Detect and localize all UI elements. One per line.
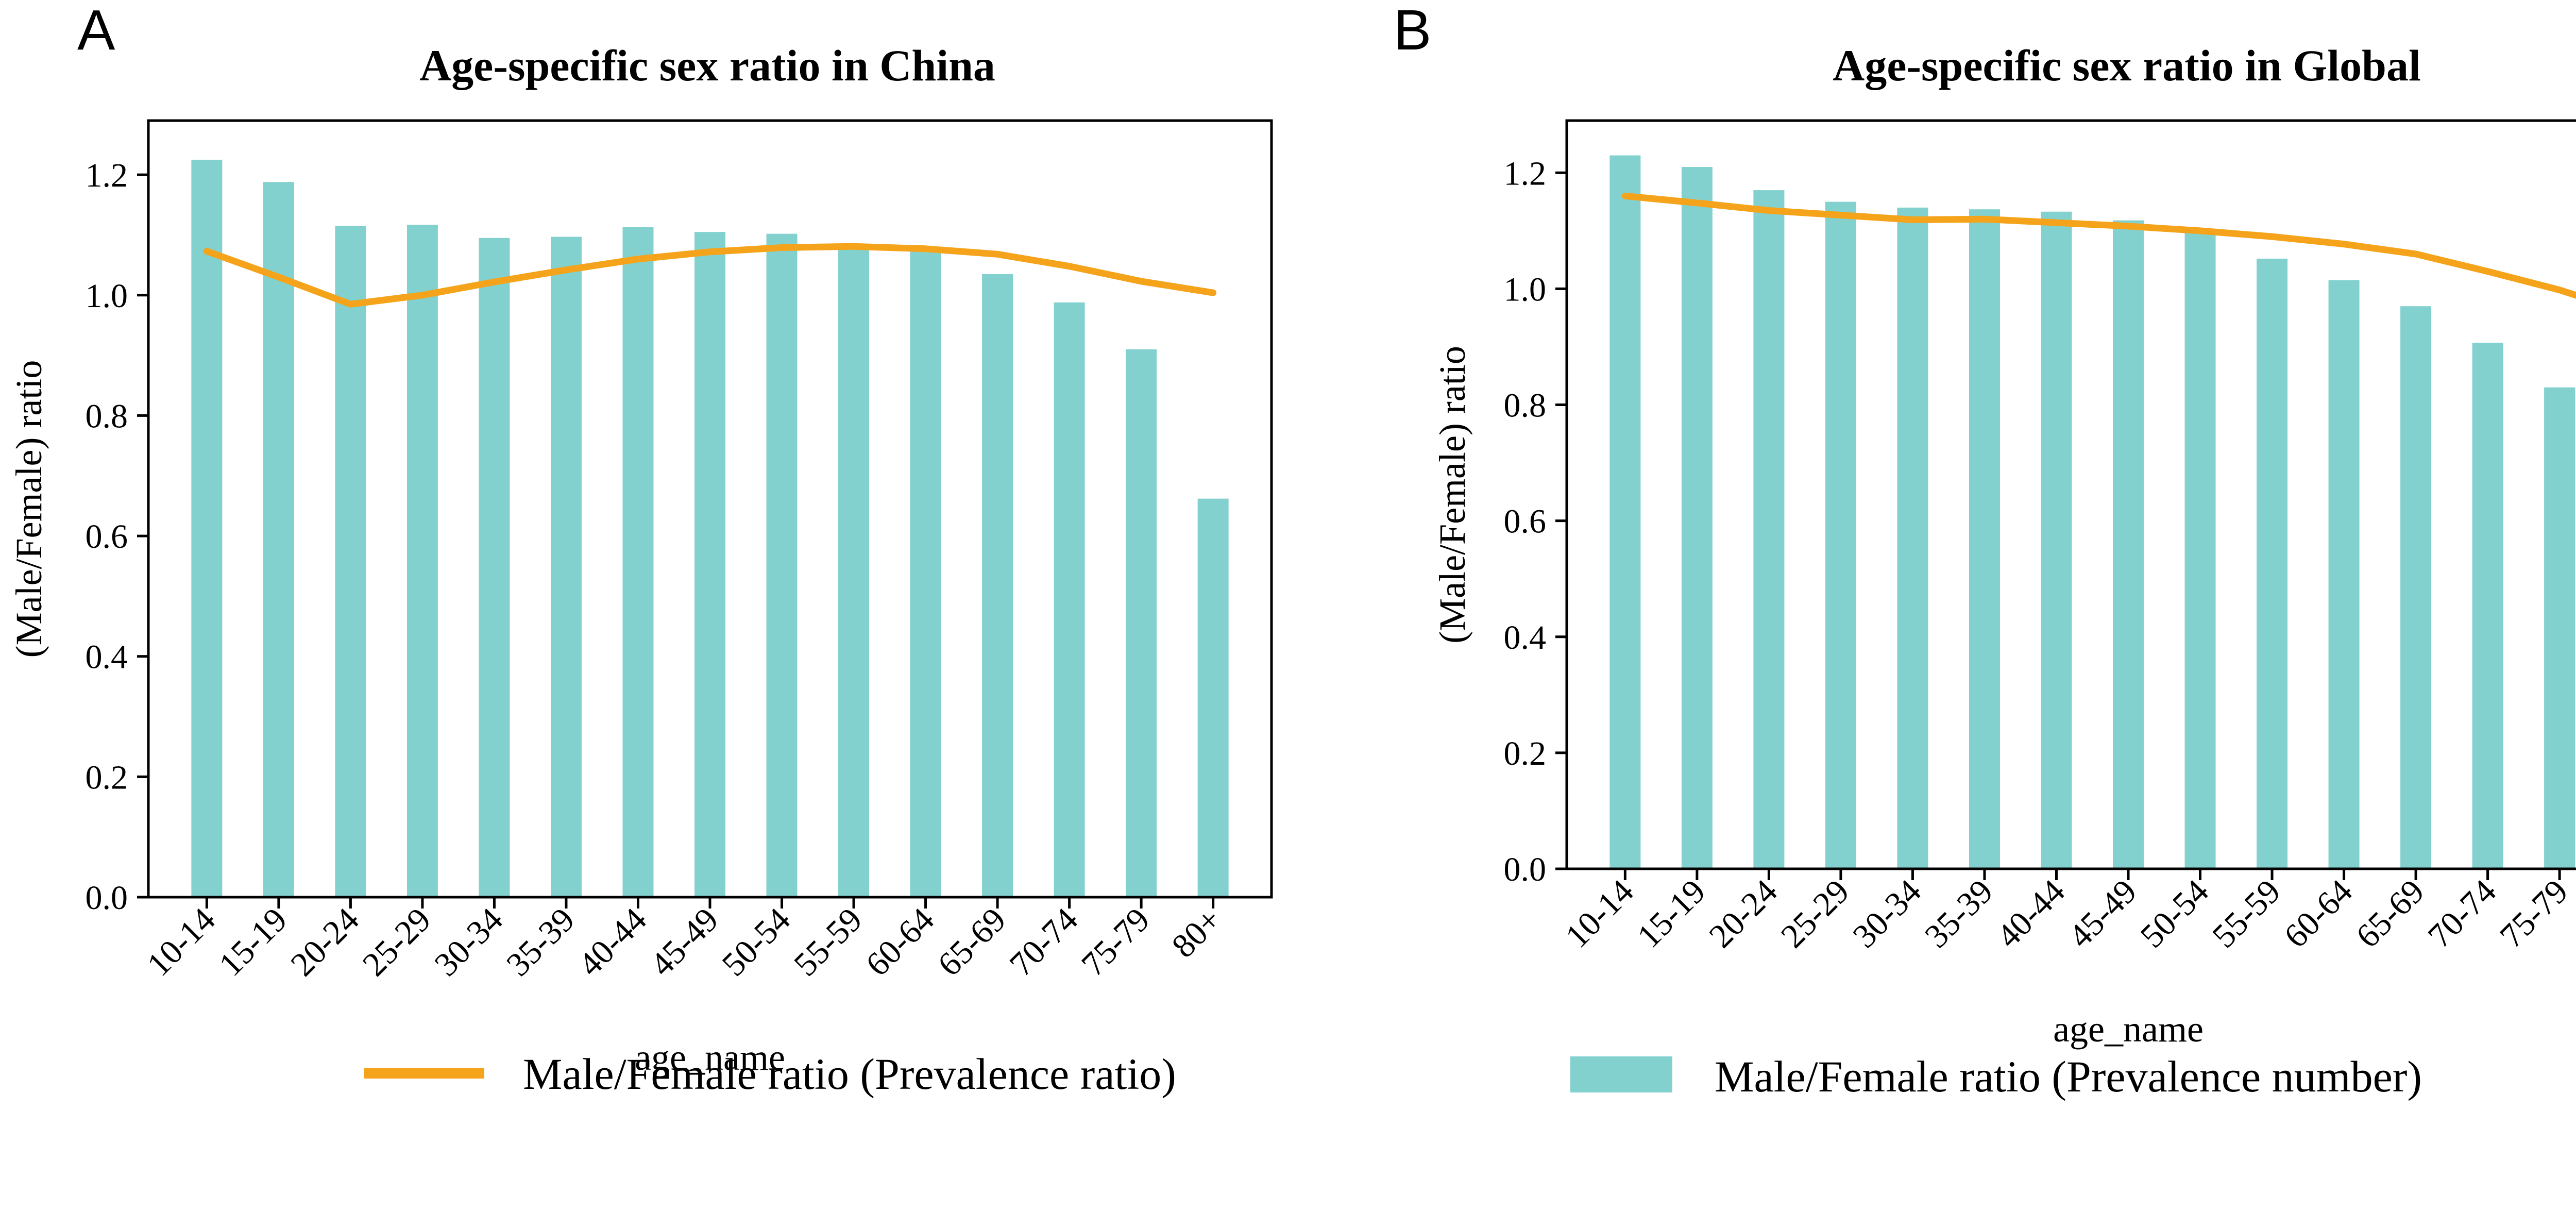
bar-80plus bbox=[1197, 498, 1229, 897]
x-tick-label: 40-44 bbox=[1990, 872, 2073, 955]
y-tick-label: 0.0 bbox=[86, 879, 128, 917]
y-axis-b: 0.0 0.2 0.4 0.6 0.8 1.0 1.2 bbox=[1504, 155, 1567, 888]
bar-55-59 bbox=[2257, 258, 2288, 869]
bar-45-49 bbox=[694, 232, 725, 898]
x-tick-label: 15-19 bbox=[212, 901, 295, 984]
y-tick-label: 0.6 bbox=[86, 518, 128, 556]
y-axis-a: 0.0 0.2 0.4 0.6 0.8 1.0 1.2 bbox=[86, 157, 148, 917]
y-tick-label: 0.8 bbox=[1504, 387, 1547, 425]
chart-panel-a: A Age-specific sex ratio in China 0.0 0.2… bbox=[8, 0, 1273, 1078]
legend-bar-swatch bbox=[1570, 1056, 1672, 1092]
x-tick-label: 80+ bbox=[1165, 901, 1229, 965]
x-tick-label: 50-54 bbox=[715, 901, 798, 984]
bars-b bbox=[1609, 155, 2575, 869]
x-tick-label: 30-34 bbox=[428, 901, 511, 984]
bar-45-49 bbox=[2113, 220, 2144, 869]
bar-15-19 bbox=[263, 182, 294, 897]
bar-50-54 bbox=[766, 233, 798, 898]
x-axis-label-b: age_name bbox=[2053, 1008, 2204, 1050]
x-tick-label: 20-24 bbox=[284, 901, 367, 984]
y-axis-label-a: (Male/Female) ratio bbox=[8, 360, 49, 658]
x-axis-a: 10-1415-1920-2425-2930-3435-3940-4445-49… bbox=[140, 897, 1229, 983]
x-tick-label: 55-59 bbox=[2205, 872, 2288, 955]
chart-panel-b: B Age-specific sex ratio in Global 0.00.… bbox=[1394, 0, 2576, 1050]
y-tick-label: 1.0 bbox=[1504, 271, 1547, 308]
x-tick-label: 45-49 bbox=[2061, 872, 2144, 955]
y-tick-label: 0.2 bbox=[1504, 735, 1547, 772]
bar-60-64 bbox=[2328, 280, 2360, 869]
bar-70-74 bbox=[2472, 343, 2503, 869]
x-tick-label: 75-79 bbox=[1074, 901, 1157, 984]
x-tick-label: 70-74 bbox=[2421, 872, 2504, 955]
x-tick-label: 25-29 bbox=[355, 901, 438, 984]
x-tick-label: 45-49 bbox=[643, 901, 726, 984]
legend-line-label: Male/Female ratio (Prevalence ratio) bbox=[523, 1049, 1176, 1099]
x-tick-label: 10-14 bbox=[140, 901, 223, 984]
bar-25-29 bbox=[1825, 201, 1856, 869]
x-tick-label: 60-64 bbox=[2277, 872, 2360, 955]
x-tick-label: 65-69 bbox=[2349, 872, 2432, 955]
y-tick-label: 1.0 bbox=[86, 277, 128, 315]
bar-65-69 bbox=[982, 274, 1013, 898]
x-axis-label-a: age_name bbox=[635, 1037, 785, 1078]
bar-60-64 bbox=[910, 247, 941, 898]
y-tick-label: 0.6 bbox=[1504, 503, 1547, 541]
x-tick-label: 35-39 bbox=[499, 901, 582, 984]
bar-30-34 bbox=[479, 238, 510, 897]
x-tick-label: 10-14 bbox=[1558, 872, 1641, 955]
x-tick-label: 65-69 bbox=[930, 901, 1013, 984]
y-tick-label: 0.8 bbox=[86, 397, 128, 435]
y-tick-label: 0.4 bbox=[86, 638, 128, 676]
bar-70-74 bbox=[1054, 302, 1085, 898]
y-tick-label: 1.2 bbox=[1504, 155, 1547, 192]
bar-75-79 bbox=[1126, 349, 1157, 897]
x-tick-label: 50-54 bbox=[2133, 872, 2216, 955]
y-tick-label: 0.2 bbox=[86, 759, 128, 796]
line-a bbox=[203, 243, 1217, 308]
legend-bar-label: Male/Female ratio (Prevalence number) bbox=[1715, 1052, 2422, 1101]
line-b bbox=[1621, 192, 2576, 299]
x-tick-label: 55-59 bbox=[787, 901, 870, 984]
x-tick-label: 15-19 bbox=[1630, 872, 1713, 955]
bar-35-39 bbox=[550, 237, 582, 898]
bar-55-59 bbox=[838, 247, 870, 898]
bar-40-44 bbox=[622, 227, 654, 897]
bar-10-14 bbox=[1609, 155, 1641, 869]
y-tick-label: 0.0 bbox=[1504, 851, 1547, 888]
y-tick-label: 1.2 bbox=[86, 157, 128, 194]
x-tick-label: 40-44 bbox=[571, 901, 654, 984]
x-tick-label: 20-24 bbox=[1702, 872, 1785, 955]
legend: Male/Female ratio (Prevalence ratio) Mal… bbox=[364, 1049, 2422, 1101]
bar-15-19 bbox=[1681, 167, 1713, 869]
x-tick-label: 75-79 bbox=[2493, 872, 2575, 955]
panel-letter-a: A bbox=[77, 0, 115, 62]
chart-title-b: Age-specific sex ratio in Global bbox=[1833, 41, 2421, 90]
y-axis-label-b: (Male/Female) ratio bbox=[1432, 346, 1473, 644]
bar-20-24 bbox=[335, 226, 366, 897]
bar-20-24 bbox=[1753, 190, 1785, 869]
x-tick-label: 30-34 bbox=[1846, 872, 1929, 955]
bar-10-14 bbox=[191, 159, 223, 898]
ratio-line bbox=[203, 243, 1217, 308]
bar-75-79 bbox=[2544, 387, 2575, 869]
bar-50-54 bbox=[2184, 233, 2216, 869]
bars-a bbox=[191, 159, 1229, 898]
x-tick-label: 35-39 bbox=[1918, 872, 2001, 955]
x-axis-b: 10-1415-1920-2425-2930-3435-3940-4445-49… bbox=[1558, 869, 2575, 955]
bar-30-34 bbox=[1897, 207, 1928, 869]
y-tick-label: 0.4 bbox=[1504, 619, 1547, 657]
x-tick-label: 70-74 bbox=[1003, 901, 1086, 984]
x-tick-label: 25-29 bbox=[1774, 872, 1857, 955]
chart-title-a: Age-specific sex ratio in China bbox=[419, 41, 995, 90]
bar-25-29 bbox=[406, 225, 438, 897]
bar-40-44 bbox=[2041, 211, 2072, 869]
panel-letter-b: B bbox=[1394, 0, 1431, 62]
ratio-line bbox=[1621, 192, 2576, 299]
x-tick-label: 60-64 bbox=[859, 901, 942, 984]
bar-65-69 bbox=[2400, 306, 2432, 869]
bar-35-39 bbox=[1969, 209, 2000, 869]
